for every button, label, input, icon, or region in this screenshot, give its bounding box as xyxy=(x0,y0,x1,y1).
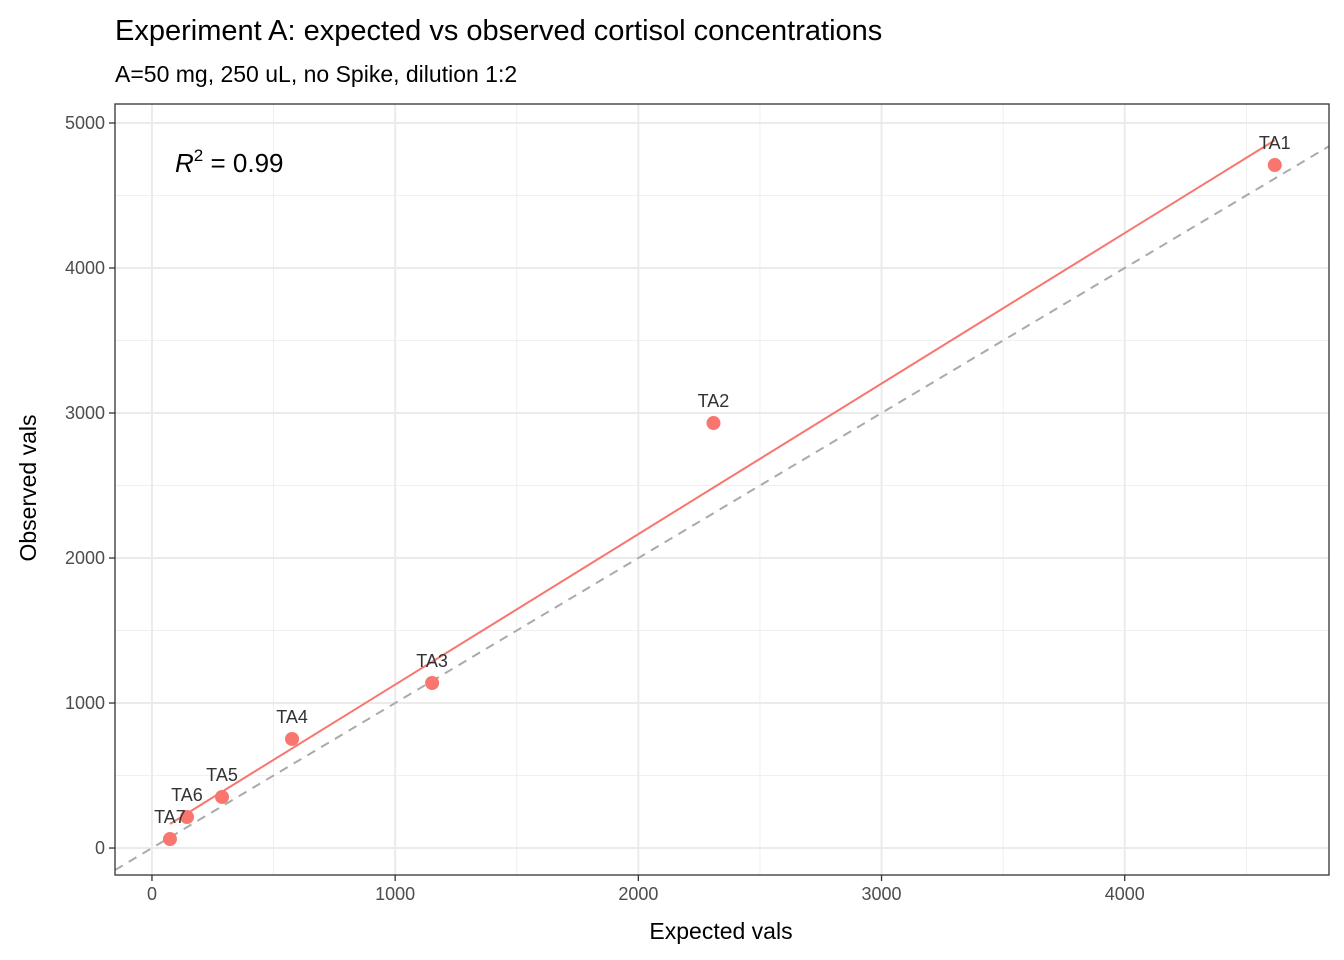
r-symbol: R xyxy=(175,148,194,178)
point-label: TA3 xyxy=(416,651,448,671)
point-label: TA6 xyxy=(171,785,203,805)
y-tick-label: 0 xyxy=(95,838,105,858)
data-point xyxy=(179,809,194,824)
data-point xyxy=(162,832,177,847)
x-tick-label: 4000 xyxy=(1105,884,1145,904)
data-point xyxy=(706,416,721,431)
y-tick-label: 3000 xyxy=(65,403,105,423)
point-label: TA1 xyxy=(1259,133,1291,153)
data-point xyxy=(1267,158,1282,173)
point-label: TA4 xyxy=(276,707,308,727)
chart-title: Experiment A: expected vs observed corti… xyxy=(115,15,882,47)
point-label: TA5 xyxy=(206,765,238,785)
x-tick-label: 3000 xyxy=(862,884,902,904)
grid xyxy=(115,104,1329,875)
r-value: = 0.99 xyxy=(203,148,283,178)
regression-line xyxy=(169,139,1276,825)
point-label: TA2 xyxy=(698,391,730,411)
r-exponent: 2 xyxy=(194,146,203,165)
x-tick-label: 2000 xyxy=(618,884,658,904)
x-tick-label: 1000 xyxy=(375,884,415,904)
lines xyxy=(114,139,1330,871)
x-axis-label: Expected vals xyxy=(649,918,792,944)
y-tick-label: 4000 xyxy=(65,258,105,278)
data-point xyxy=(285,731,300,746)
ticks: 0 1000 2000 3000 4000 0 1000 2000 3000 4000 5000 xyxy=(65,113,1145,904)
y-tick-label: 5000 xyxy=(65,113,105,133)
r-squared-annotation: R2 = 0.99 xyxy=(175,146,283,178)
x-tick-label: 0 xyxy=(147,884,157,904)
point-label: TA7 xyxy=(154,807,186,827)
identity-line xyxy=(114,145,1330,871)
y-tick-label: 2000 xyxy=(65,548,105,568)
data-point xyxy=(425,676,440,691)
y-tick-label: 1000 xyxy=(65,693,105,713)
y-axis-label: Observed vals xyxy=(15,414,41,561)
chart-subtitle: A=50 mg, 250 uL, no Spike, dilution 1:2 xyxy=(115,61,517,87)
panel-border xyxy=(114,103,1330,876)
data-point xyxy=(215,789,230,804)
